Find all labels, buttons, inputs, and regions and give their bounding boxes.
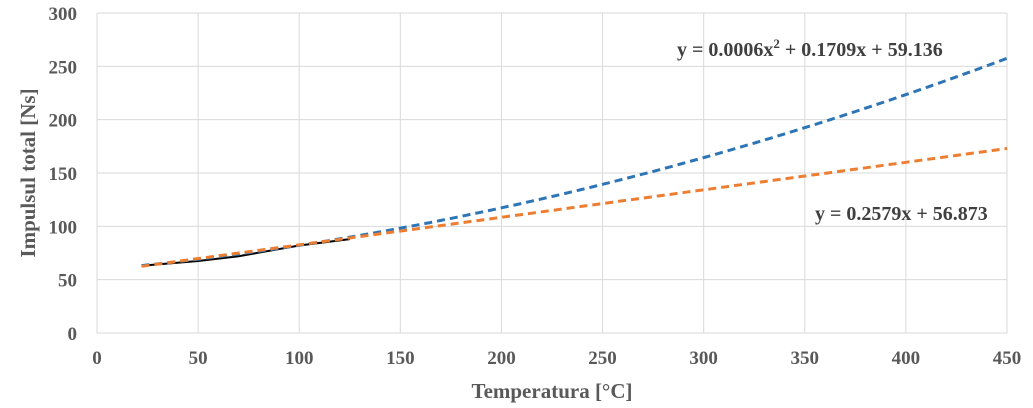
y-tick-label: 150: [49, 164, 78, 185]
x-tick-label: 400: [892, 348, 921, 369]
x-tick-label: 100: [285, 348, 314, 369]
y-axis-title: Impulsul total [Ns]: [16, 88, 40, 257]
polynomial-trendline: [141, 56, 1008, 268]
linear-trendline: [141, 147, 1008, 268]
y-tick-label: 200: [49, 111, 78, 132]
y-tick-label: 250: [49, 57, 78, 78]
x-axis-title: Temperatura [°C]: [471, 379, 632, 403]
poly-eq-prefix: y = 0.0006x: [677, 39, 773, 61]
poly-eq-suffix: + 0.1709x + 59.136: [780, 39, 943, 61]
x-tick-label: 50: [189, 348, 208, 369]
series-layer: [141, 56, 1008, 268]
x-tick-label: 0: [92, 348, 102, 369]
x-tick-labels: 0 50 100 150 200 250 300 350 400 450: [92, 348, 1021, 369]
y-tick-label: 100: [49, 217, 78, 238]
linear-equation-label: y = 0.2579x + 56.873: [815, 203, 988, 225]
x-tick-label: 450: [993, 348, 1022, 369]
x-tick-label: 300: [689, 348, 718, 369]
y-tick-label: 50: [58, 271, 77, 292]
x-tick-label: 150: [386, 348, 415, 369]
y-tick-label: 300: [49, 4, 78, 25]
gridlines: [96, 12, 1008, 334]
x-tick-label: 250: [588, 348, 617, 369]
x-tick-label: 350: [791, 348, 820, 369]
y-tick-label: 0: [68, 324, 78, 345]
polynomial-equation-label: y = 0.0006x2 + 0.1709x + 59.136: [677, 36, 943, 61]
poly-eq-exponent: 2: [773, 36, 780, 51]
y-tick-labels: 0 50 100 150 200 250 300: [49, 4, 78, 345]
x-tick-label: 200: [487, 348, 516, 369]
